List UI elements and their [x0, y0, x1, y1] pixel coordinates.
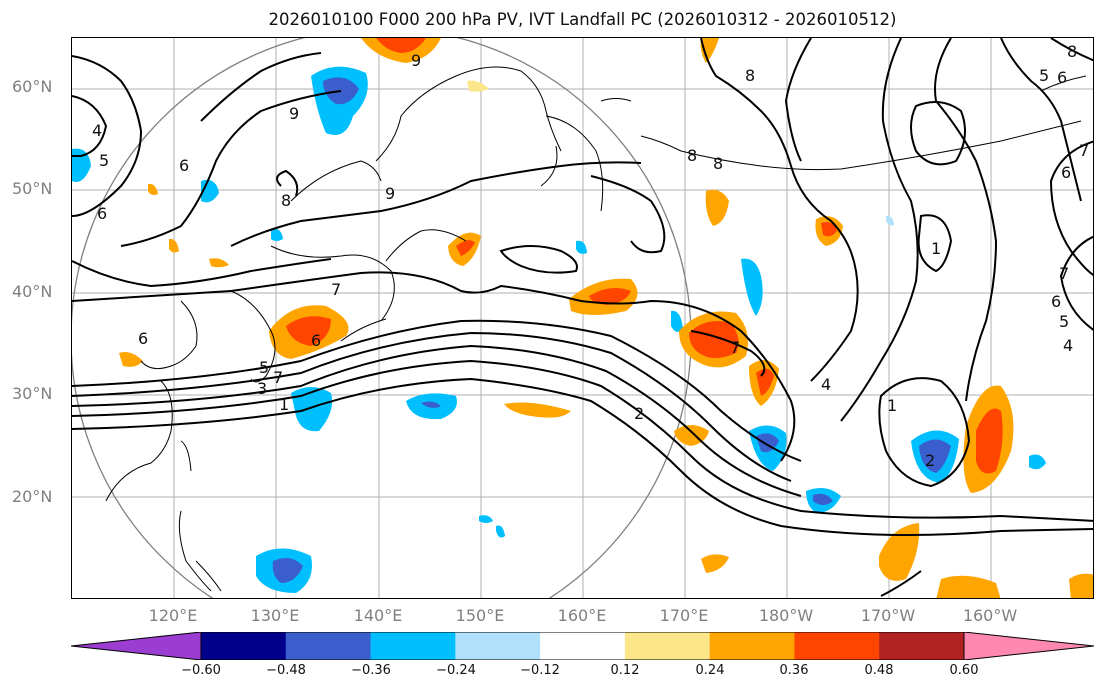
colorbar-segment — [794, 632, 880, 660]
contour-label: 4 — [1063, 336, 1073, 355]
contour-label: 8 — [745, 66, 755, 85]
contour-label: 9 — [411, 51, 421, 70]
contour-label: 1 — [279, 395, 289, 414]
contour-label: 6 — [97, 204, 107, 223]
colorbar-tick: 0.48 — [864, 663, 894, 678]
colorbar-tick: −0.48 — [266, 663, 306, 678]
contour-label: 6 — [179, 156, 189, 175]
pv-negative-anomalies — [72, 66, 1046, 593]
contour-label: 9 — [289, 104, 299, 123]
colorbar-segment — [624, 632, 711, 660]
colorbar-segment — [879, 632, 965, 660]
map-title: 2026010100 F000 200 hPa PV, IVT Landfall… — [268, 10, 897, 29]
contour-label: 8 — [687, 146, 697, 165]
lat-label-30n: 30°N — [12, 384, 53, 403]
coastlines — [105, 66, 1087, 592]
colorbar-segment — [540, 632, 626, 660]
contour-label: 6 — [311, 331, 321, 350]
contour-label: 4 — [821, 375, 831, 394]
colorbar-extend-high — [964, 632, 1094, 660]
contour-label: 8 — [1067, 42, 1077, 61]
colorbar-tick: −0.60 — [181, 663, 221, 678]
colorbar-extend-low — [71, 632, 201, 660]
range-circle — [72, 38, 692, 598]
map-gridlines — [72, 38, 1093, 598]
colorbar-segment — [455, 632, 541, 660]
contour-label: 7 — [331, 280, 341, 299]
colorbar-tick: 0.36 — [779, 663, 809, 678]
contour-label: 1 — [931, 239, 941, 258]
lat-label-20n: 20°N — [12, 487, 53, 506]
colorbar-tick: −0.12 — [520, 663, 560, 678]
contour-labels: 4 5 6 6 9 8 9 8 8 8 9 7 6 6 7 5 3 1 2 7 … — [92, 42, 1089, 470]
contour-label: 3 — [257, 379, 267, 398]
pv-positive-anomalies — [119, 38, 1093, 598]
pv-contours — [72, 38, 1093, 597]
colorbar-tick: 0.60 — [949, 663, 979, 678]
lat-label-60n: 60°N — [12, 77, 53, 96]
colorbar-tick: −0.36 — [351, 663, 391, 678]
lon-label-160e: 160°E — [557, 606, 607, 625]
lat-label-50n: 50°N — [12, 179, 53, 198]
contour-label: 5 — [99, 151, 109, 170]
colorbar-tick: −0.24 — [436, 663, 476, 678]
contour-label: 5 — [259, 358, 269, 377]
colorbar-segment — [370, 632, 456, 660]
contour-label: 6 — [1051, 292, 1061, 311]
colorbar-tick: 0.24 — [695, 663, 725, 678]
lon-label-180w: 180°W — [758, 606, 814, 625]
contour-label: 5 — [1039, 66, 1049, 85]
contour-label: 7 — [1079, 141, 1089, 160]
contour-label: 9 — [385, 184, 395, 203]
colorbar-tick: 0.12 — [610, 663, 640, 678]
contour-label: 1 — [887, 396, 897, 415]
lon-label-150e: 150°E — [455, 606, 505, 625]
contour-label: 8 — [281, 191, 291, 210]
contour-label: 7 — [1059, 264, 1069, 283]
lon-label-120e: 120°E — [148, 606, 198, 625]
lon-label-130e: 130°E — [250, 606, 300, 625]
contour-label: 7 — [273, 368, 283, 387]
contour-label: 2 — [925, 451, 935, 470]
contour-label: 6 — [1061, 163, 1071, 182]
colorbar-canvas — [70, 631, 1095, 661]
contour-label: 2 — [634, 404, 644, 423]
contour-label: 4 — [92, 121, 102, 140]
lon-label-160w: 160°W — [962, 606, 1018, 625]
lon-label-170e: 170°E — [659, 606, 709, 625]
contour-label: 8 — [713, 154, 723, 173]
contour-label: 7 — [730, 338, 740, 357]
contour-label: 6 — [1057, 68, 1067, 87]
colorbar — [70, 631, 1095, 661]
colorbar-segment — [201, 632, 287, 660]
map-panel[interactable]: 4 5 6 6 9 8 9 8 8 8 9 7 6 6 7 5 3 1 2 7 … — [71, 37, 1094, 599]
lon-label-140e: 140°E — [353, 606, 403, 625]
contour-label: 5 — [1059, 312, 1069, 331]
lat-label-40n: 40°N — [12, 282, 53, 301]
colorbar-segment — [285, 632, 372, 660]
colorbar-segment — [709, 632, 795, 660]
contour-label: 6 — [138, 329, 148, 348]
map-canvas: 4 5 6 6 9 8 9 8 8 8 9 7 6 6 7 5 3 1 2 7 … — [72, 38, 1093, 598]
lon-label-170w: 170°W — [860, 606, 916, 625]
